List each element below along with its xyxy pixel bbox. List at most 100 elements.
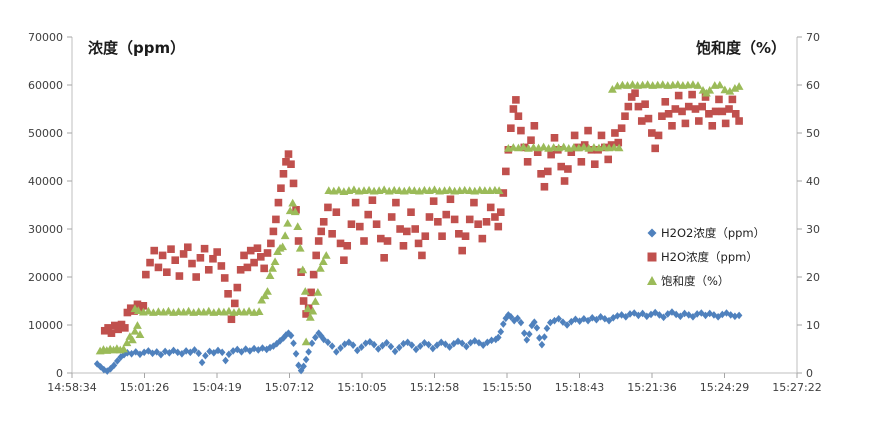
square-marker xyxy=(708,122,717,130)
diamond-marker xyxy=(563,321,571,329)
square-marker xyxy=(309,270,318,279)
triangle-marker xyxy=(705,85,715,94)
square-marker xyxy=(260,264,268,273)
series-diamond-markers xyxy=(93,308,743,375)
square-marker xyxy=(392,198,400,207)
diamond-marker xyxy=(681,309,688,318)
diamond-marker xyxy=(479,341,487,349)
diamond-marker xyxy=(370,340,378,349)
left-axis-tick-label: 40000 xyxy=(28,175,63,188)
square-marker xyxy=(282,158,290,166)
x-axis-tick-label: 15:12:58 xyxy=(410,381,459,394)
diamond-marker xyxy=(315,329,323,337)
square-marker xyxy=(668,122,676,130)
square-marker xyxy=(718,107,727,116)
legend-item-h2o2: H2O2浓度（ppm） xyxy=(647,226,765,240)
square-marker xyxy=(167,245,175,253)
square-marker xyxy=(654,131,663,140)
square-marker xyxy=(611,129,619,137)
triangle-marker xyxy=(288,198,298,207)
triangle-marker xyxy=(130,326,140,335)
diamond-marker xyxy=(225,350,233,359)
square-marker xyxy=(213,248,221,256)
square-marker xyxy=(302,310,310,318)
series-square-markers xyxy=(100,89,743,337)
diamond-marker xyxy=(689,313,697,321)
diamond-marker xyxy=(702,311,709,320)
square-marker xyxy=(364,210,373,219)
triangle-marker xyxy=(301,337,311,346)
square-marker xyxy=(137,305,145,314)
diamond-marker xyxy=(454,337,462,346)
square-marker xyxy=(421,232,430,240)
right-axis-tick-label: 20 xyxy=(806,271,820,284)
square-marker xyxy=(641,100,649,108)
diamond-marker xyxy=(656,311,663,319)
diamond-marker xyxy=(174,348,182,357)
square-marker xyxy=(644,114,653,123)
diamond-marker xyxy=(517,318,525,327)
square-marker xyxy=(324,203,332,212)
square-marker xyxy=(688,90,696,99)
square-marker xyxy=(691,105,700,113)
diamond-marker xyxy=(588,314,596,322)
square-marker xyxy=(179,250,188,258)
diamond-marker xyxy=(446,343,453,351)
square-marker xyxy=(317,227,326,236)
triangle-marker xyxy=(720,85,730,94)
diamond-marker xyxy=(157,350,165,359)
square-marker xyxy=(347,220,356,228)
diamond-marker xyxy=(110,361,118,370)
left-axis-tick-label: 20000 xyxy=(28,271,63,284)
square-marker xyxy=(294,237,303,245)
triangle-marker xyxy=(260,291,270,300)
square-marker xyxy=(289,179,298,188)
square-marker xyxy=(299,297,308,305)
diamond-marker xyxy=(467,338,474,347)
square-marker xyxy=(499,189,508,197)
triangle-marker xyxy=(318,257,328,266)
square-marker xyxy=(530,122,539,130)
square-marker xyxy=(224,290,232,298)
diamond-marker xyxy=(379,341,386,350)
diamond-marker xyxy=(328,342,336,350)
diamond-marker xyxy=(622,313,630,321)
diamond-marker xyxy=(546,318,554,327)
square-marker xyxy=(414,239,423,248)
square-marker xyxy=(446,195,455,204)
square-marker xyxy=(455,230,463,238)
square-marker xyxy=(150,246,159,255)
right-axis-tick-label: 30 xyxy=(806,223,820,236)
square-marker xyxy=(496,208,505,216)
square-marker xyxy=(701,93,710,101)
triangle-marker xyxy=(280,231,290,240)
triangle-marker xyxy=(133,321,142,329)
square-marker xyxy=(621,112,629,120)
diamond-marker xyxy=(214,346,222,355)
diamond-marker xyxy=(263,345,270,354)
square-marker xyxy=(438,232,446,240)
square-marker xyxy=(725,105,733,113)
square-marker xyxy=(624,102,633,111)
square-marker xyxy=(240,251,248,260)
triangle-marker xyxy=(349,185,359,194)
square-marker xyxy=(399,242,408,250)
triangle-marker xyxy=(519,142,528,151)
square-marker xyxy=(121,324,129,332)
square-marker xyxy=(684,102,693,111)
square-marker xyxy=(328,230,336,238)
square-marker xyxy=(465,215,474,224)
triangle-marker xyxy=(283,218,293,227)
x-axis-tick-label: 15:18:43 xyxy=(555,381,604,394)
square-marker xyxy=(257,253,265,261)
triangle-marker xyxy=(244,306,254,315)
right-axis-tick-label: 0 xyxy=(806,367,813,380)
square-marker xyxy=(698,102,706,111)
triangle-marker xyxy=(298,265,308,274)
square-marker xyxy=(731,110,740,118)
diamond-marker xyxy=(510,316,518,325)
diamond-marker xyxy=(507,313,515,321)
square-marker xyxy=(356,222,364,231)
square-marker xyxy=(340,256,348,264)
